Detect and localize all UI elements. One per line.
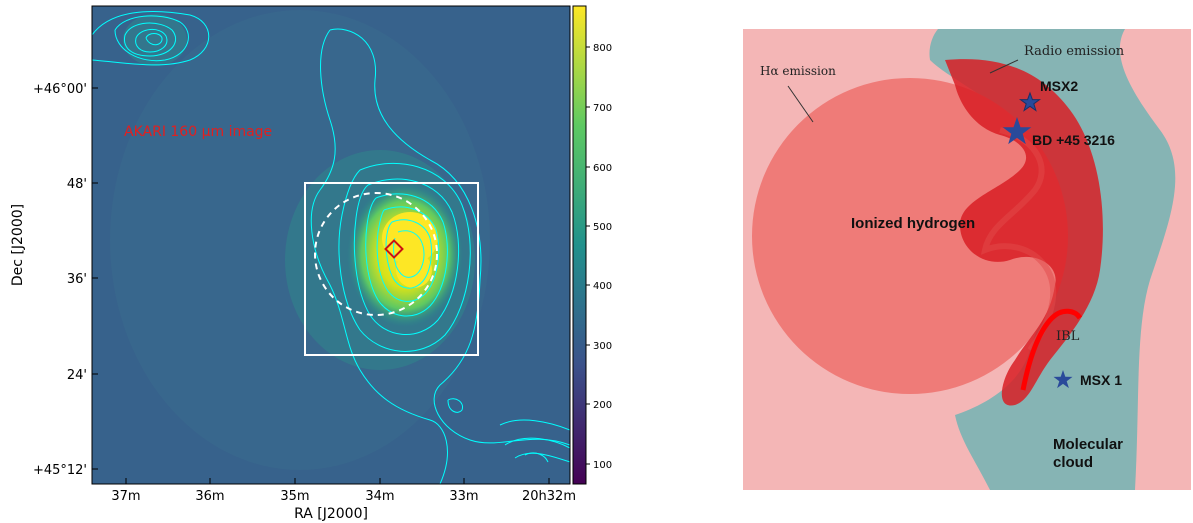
colorbar-tick-label: 400 — [593, 281, 612, 292]
ibl-label: IBL — [1056, 329, 1080, 344]
dec-tick-label: +46°00' — [33, 82, 87, 97]
dec-tick-label: 48' — [67, 177, 87, 192]
colorbar-tick-label: 200 — [593, 400, 612, 411]
radio-emission-region — [945, 59, 1103, 406]
bd-star-icon — [1002, 117, 1032, 145]
ionized-hydrogen-region — [752, 78, 1068, 394]
leader-lines — [787, 59, 1019, 123]
ra-tick-label: 33m — [449, 489, 478, 504]
dec-tick-label: +45°12' — [33, 463, 87, 478]
source-diamond-marker — [384, 239, 404, 259]
axis-ticks — [92, 87, 550, 484]
ra-tick-label: 35m — [280, 489, 309, 504]
image-label: AKARI 160 μm image — [124, 124, 272, 140]
map-frame — [91, 5, 571, 485]
y-axis-label: Dec [J2000] — [10, 204, 26, 286]
molecular-cloud-label-line2: cloud — [1053, 454, 1093, 471]
ra-tick-label: 37m — [111, 489, 140, 504]
ha-emission-label: Hα emission — [760, 64, 836, 78]
dashed-circle — [314, 192, 438, 316]
dec-tick-label: 36' — [67, 272, 87, 287]
colorbar-tick-label: 100 — [593, 460, 612, 471]
colorbar-tick-label: 500 — [593, 222, 612, 233]
radio-emission-label: Radio emission — [1024, 44, 1125, 59]
colorbar-tick-label: 800 — [593, 43, 612, 54]
ra-tick-label: 34m — [365, 489, 394, 504]
molecular-cloud-label-line1: Molecular — [1053, 436, 1123, 453]
ra-tick-label: 36m — [195, 489, 224, 504]
colorbar-tick-label: 300 — [593, 341, 612, 352]
molecular-cloud-region — [929, 29, 1176, 490]
ra-tick-label: 20h32m — [522, 489, 576, 504]
schematic-panel: Radio emission Hα emission MSX2 BD +45 3… — [743, 29, 1191, 490]
msx2-star-icon — [1018, 91, 1042, 112]
akari-map-image: AKARI 160 μm image — [92, 6, 570, 484]
dec-tick-label: 24' — [67, 368, 87, 383]
akari-map-panel: AKARI 160 μm image 37m 36m 35m 34m 33m 2… — [10, 5, 612, 522]
colorbar-tick-label: 600 — [593, 163, 612, 174]
msx2-label: MSX2 — [1040, 78, 1078, 94]
msx1-label: MSX 1 — [1080, 372, 1122, 388]
colorbar: 800 700 600 500 400 300 200 100 — [572, 5, 612, 485]
zoom-box — [304, 182, 479, 356]
x-axis-label: RA [J2000] — [294, 506, 368, 522]
colorbar-tick-label: 700 — [593, 103, 612, 114]
ionized-hydrogen-label: Ionized hydrogen — [851, 215, 975, 232]
bd-star-label: BD +45 3216 — [1032, 132, 1115, 148]
ibl-arc — [1020, 308, 1083, 391]
msx1-star-icon — [1053, 370, 1073, 389]
contour-lines — [92, 11, 570, 484]
